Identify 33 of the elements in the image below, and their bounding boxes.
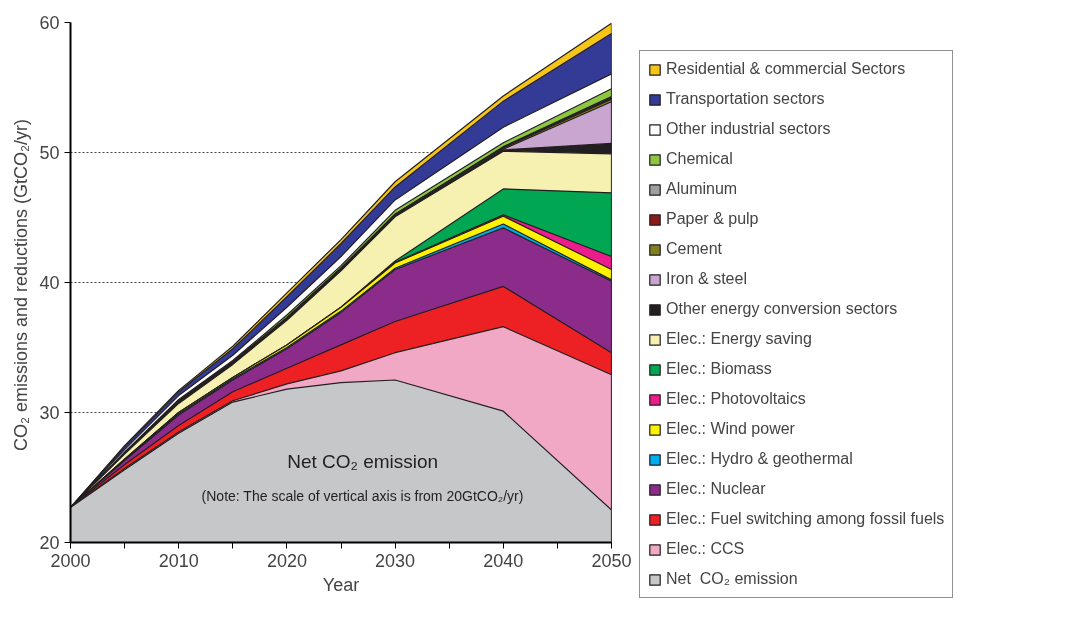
x-tick-label: 2030 xyxy=(375,550,416,571)
legend-label: Elec.: Fuel switching among fossil fuels xyxy=(666,509,945,529)
y-axis-title: CO₂ emissions and reductions (GtCO₂/yr) xyxy=(11,118,32,452)
legend-label: Paper & pulp xyxy=(666,209,759,229)
legend-label: Elec.: Biomass xyxy=(666,359,772,379)
legend-label: Elec.: Photovoltaics xyxy=(666,389,806,409)
legend-label: Elec.: Wind power xyxy=(666,419,795,439)
x-axis-title: Year xyxy=(322,574,360,595)
y-tick-label: 60 xyxy=(39,13,60,33)
legend-label: Aluminum xyxy=(666,179,738,199)
legend-label: Iron & steel xyxy=(666,269,747,289)
legend-label: Cement xyxy=(666,239,723,259)
legend-label: Net CO₂ emission xyxy=(666,569,798,589)
legend-label: Elec.: Energy saving xyxy=(666,329,812,349)
legend-label: Other industrial sectors xyxy=(666,119,831,139)
y-tick-label: 30 xyxy=(39,403,60,423)
annotation: Net CO₂ emission xyxy=(287,451,439,473)
x-tick-label: 2000 xyxy=(50,550,91,571)
legend-label: Transportation sectors xyxy=(666,89,825,109)
x-tick-label: 2010 xyxy=(158,550,199,571)
legend-label: Elec.: CCS xyxy=(666,539,745,559)
legend-label: Other energy conversion sectors xyxy=(666,299,898,319)
legend-label: Residential & commercial Sectors xyxy=(666,59,906,79)
y-tick-label: 50 xyxy=(39,143,60,163)
x-tick-label: 2050 xyxy=(591,550,632,571)
x-tick-label: 2020 xyxy=(266,550,307,571)
x-tick-label: 2040 xyxy=(483,550,524,571)
y-tick-label: 20 xyxy=(39,533,60,553)
y-tick-label: 40 xyxy=(39,273,60,293)
legend-label: Chemical xyxy=(666,149,733,169)
legend-label: Elec.: Nuclear xyxy=(666,479,766,499)
annotation: (Note: The scale of vertical axis is from 20GtCO₂/yr) xyxy=(201,487,524,504)
legend-label: Elec.: Hydro & geothermal xyxy=(666,449,853,469)
